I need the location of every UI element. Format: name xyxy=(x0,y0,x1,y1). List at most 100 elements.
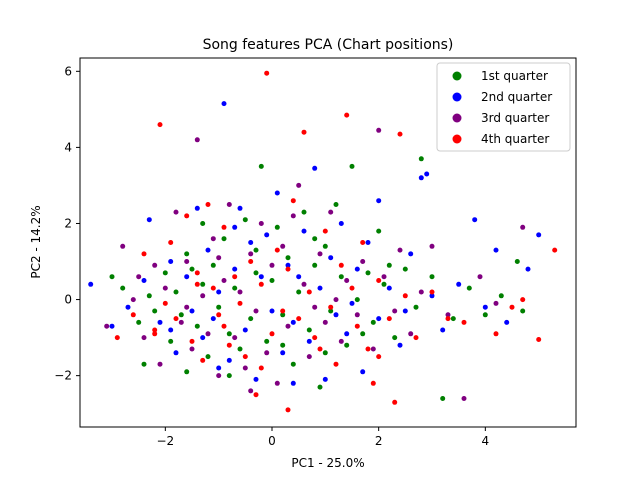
data-point xyxy=(184,304,190,310)
data-point xyxy=(269,262,275,268)
data-point xyxy=(136,319,142,325)
data-point xyxy=(109,274,115,280)
data-point xyxy=(162,300,168,306)
data-point xyxy=(173,316,179,322)
data-point xyxy=(280,312,286,318)
data-point xyxy=(168,259,174,264)
data-point xyxy=(477,274,483,280)
data-point xyxy=(146,217,152,223)
data-point xyxy=(322,243,328,249)
series-4 xyxy=(114,70,558,413)
data-point xyxy=(322,319,328,325)
data-point xyxy=(381,281,387,287)
data-point xyxy=(493,300,499,306)
data-point xyxy=(413,335,419,341)
data-point xyxy=(338,274,344,280)
legend-marker xyxy=(452,113,462,123)
data-point xyxy=(408,331,414,337)
data-point xyxy=(253,376,259,382)
data-point xyxy=(253,270,259,276)
x-axis-label: PC1 - 25.0% xyxy=(291,456,364,470)
data-point xyxy=(322,376,328,382)
data-point xyxy=(482,312,488,318)
x-tick-label: 0 xyxy=(268,434,276,448)
data-point xyxy=(349,300,355,306)
plot-frame xyxy=(79,57,577,428)
data-point xyxy=(317,384,323,390)
x-tick-label: 4 xyxy=(482,434,490,448)
data-point xyxy=(280,308,286,314)
data-point xyxy=(456,281,462,287)
data-point xyxy=(152,331,158,337)
data-point xyxy=(504,319,510,325)
data-point xyxy=(466,285,472,291)
data-point xyxy=(173,350,179,356)
data-point xyxy=(136,274,142,280)
data-point xyxy=(269,308,275,314)
data-point xyxy=(264,232,270,238)
data-point xyxy=(152,262,158,268)
data-point xyxy=(386,262,392,268)
data-point xyxy=(178,312,184,318)
data-point xyxy=(168,327,174,333)
data-point xyxy=(264,350,270,356)
data-point xyxy=(120,243,126,249)
data-point xyxy=(269,278,275,283)
data-point xyxy=(360,259,366,264)
data-point xyxy=(498,293,504,299)
data-point xyxy=(392,308,398,314)
data-point xyxy=(141,251,147,257)
data-point xyxy=(184,251,190,257)
data-point xyxy=(312,335,318,341)
data-point xyxy=(114,335,120,341)
data-point xyxy=(317,285,323,291)
data-point xyxy=(130,297,136,303)
data-point xyxy=(152,308,158,314)
x-tick-label: 2 xyxy=(375,434,383,448)
data-point xyxy=(445,316,451,322)
data-point xyxy=(253,247,259,253)
data-point xyxy=(386,285,392,291)
legend-marker xyxy=(452,134,462,144)
y-axis: −2 0 2 4 6 xyxy=(54,64,80,383)
data-point xyxy=(317,346,323,352)
data-point xyxy=(189,308,195,314)
data-point xyxy=(461,396,467,401)
data-point xyxy=(221,323,227,329)
data-point xyxy=(509,304,515,310)
y-tick-label: 0 xyxy=(64,293,72,307)
data-point xyxy=(242,354,248,360)
data-point xyxy=(248,388,254,394)
data-point xyxy=(189,266,195,272)
data-point xyxy=(242,365,248,371)
data-point xyxy=(376,198,382,204)
data-point xyxy=(184,259,190,264)
data-point xyxy=(194,270,200,276)
data-point xyxy=(216,289,222,295)
data-point xyxy=(194,281,200,287)
data-point xyxy=(520,224,526,230)
data-point xyxy=(210,316,216,322)
data-point xyxy=(184,213,190,219)
data-point xyxy=(194,137,200,143)
data-point xyxy=(253,392,259,398)
data-point xyxy=(173,209,179,215)
data-point xyxy=(200,357,206,363)
data-point xyxy=(248,240,254,245)
data-point xyxy=(344,278,350,283)
data-point xyxy=(258,365,264,371)
data-point xyxy=(210,285,216,291)
data-point xyxy=(178,319,184,325)
data-point xyxy=(296,182,302,188)
data-point xyxy=(290,361,296,367)
data-point xyxy=(408,251,414,257)
series-1 xyxy=(109,156,526,401)
data-point xyxy=(216,365,222,371)
data-point xyxy=(328,209,334,215)
data-point xyxy=(141,278,147,283)
data-point xyxy=(429,274,435,280)
data-point xyxy=(104,323,110,329)
data-point xyxy=(184,369,190,375)
data-point xyxy=(429,289,435,295)
data-point xyxy=(237,289,243,295)
